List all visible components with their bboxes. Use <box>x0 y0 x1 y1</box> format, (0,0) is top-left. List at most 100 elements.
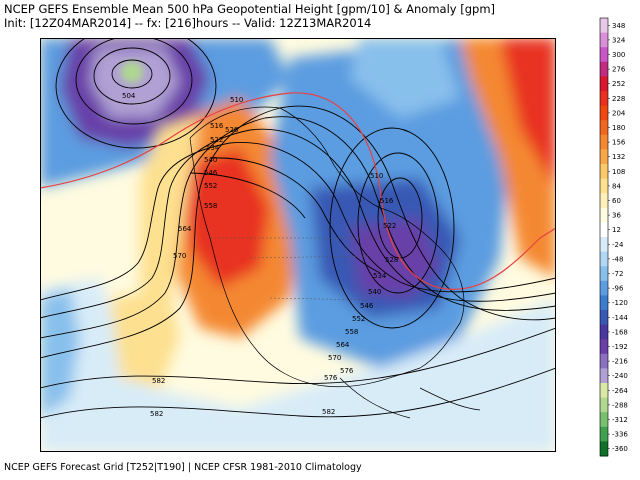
colorbar-tick-label: 300 <box>612 51 625 59</box>
contour-label: 540 <box>204 156 217 164</box>
colorbar-tick-label: 132 <box>612 153 625 161</box>
colorbar-swatch <box>600 222 608 238</box>
colorbar-swatch <box>600 412 608 428</box>
contour-label: 510 <box>370 172 383 180</box>
colorbar-frame <box>599 17 609 457</box>
colorbar-tick-label: -216 <box>612 358 628 366</box>
colorbar-swatch <box>600 324 608 340</box>
colorbar-tick-label: -336 <box>612 431 628 439</box>
colorbar-tick-label: -312 <box>612 416 628 424</box>
colorbar-swatch <box>600 18 608 34</box>
contour-label: 534 <box>373 272 387 280</box>
political-borders <box>210 237 380 301</box>
anomaly-colorbar: 348 324 300 276 252 228 204 180 156 132 108 84 60 36 1… <box>599 17 628 457</box>
colorbar-swatch <box>600 441 608 457</box>
contour-label: 564 <box>178 225 192 233</box>
colorbar-swatch <box>600 149 608 165</box>
contour-label: 582 <box>150 410 163 418</box>
contour-label: 552 <box>352 315 365 323</box>
anomaly-green-low-center <box>121 61 143 83</box>
contour-label: 546 <box>360 302 374 310</box>
colorbar-swatch <box>600 353 608 369</box>
contour-label: 582 <box>152 377 165 385</box>
colorbar-tick-label: 36 <box>612 212 621 220</box>
contour-label: 522 <box>383 222 396 230</box>
colorbar-swatch <box>600 237 608 253</box>
colorbar-swatch <box>600 91 608 107</box>
colorbar-swatch <box>600 280 608 296</box>
colorbar-tick-label: -48 <box>612 255 623 263</box>
colorbar-tick-label: -24 <box>612 241 624 249</box>
coastlines <box>189 106 481 419</box>
colorbar-swatch <box>600 32 608 48</box>
colorbar-tick-label: 156 <box>612 139 626 147</box>
colorbar-swatch <box>600 120 608 136</box>
colorbar-swatch <box>600 178 608 194</box>
contour-label: 576 <box>340 367 354 375</box>
contour-label: 582 <box>322 408 335 416</box>
colorbar-tick-label: -120 <box>612 299 628 307</box>
colorbar-tick-label: 276 <box>612 66 626 74</box>
colorbar-swatch <box>600 397 608 413</box>
colorbar-tick-label: 204 <box>612 109 626 117</box>
colorbar-tick-label: 180 <box>612 124 625 132</box>
colorbar-swatch <box>600 368 608 384</box>
colorbar-swatch <box>600 47 608 63</box>
reference-contour-red <box>40 92 556 290</box>
colorbar-swatch <box>600 310 608 326</box>
chart-title: NCEP GEFS Ensemble Mean 500 hPa Geopoten… <box>4 2 496 16</box>
contour-label: 552 <box>204 182 217 190</box>
contour-label: 528 <box>385 256 398 264</box>
map-frame <box>40 38 556 452</box>
colorbar-swatch <box>600 61 608 77</box>
anomaly-red-ridge <box>180 148 270 288</box>
colorbar-tick-label: -192 <box>612 343 628 351</box>
colorbar-tick-label: -168 <box>612 328 628 336</box>
anomaly-yellow-southwest <box>110 288 180 388</box>
colorbar-tick-label: 228 <box>612 95 625 103</box>
contour-label: 516 <box>210 122 224 130</box>
height-contours <box>40 38 556 419</box>
contour-label: 540 <box>368 288 381 296</box>
colorbar-swatch <box>600 193 608 209</box>
colorbar-swatch <box>600 295 608 311</box>
colorbar-swatch <box>600 383 608 399</box>
colorbar-tick-label: 84 <box>612 182 621 190</box>
contour-label: 510 <box>230 96 243 104</box>
colorbar-tick-label: 12 <box>612 226 621 234</box>
contour-label: 576 <box>324 374 338 382</box>
colorbar-tick-label: 252 <box>612 80 625 88</box>
footer-caption: NCEP GEFS Forecast Grid [T252|T190] | NC… <box>4 462 362 473</box>
contour-label: 534 <box>206 144 220 152</box>
colorbar-tick-label: 348 <box>612 22 625 30</box>
colorbar-tick-label: 60 <box>612 197 621 205</box>
colorbar-tick-label: -264 <box>612 387 628 395</box>
colorbar-swatch <box>600 134 608 150</box>
contour-label: 528 <box>225 126 238 134</box>
colorbar-swatch <box>600 207 608 223</box>
contour-label: 558 <box>204 202 217 210</box>
contour-label: 516 <box>380 197 394 205</box>
contour-label: 558 <box>345 328 358 336</box>
contour-label: 504 <box>122 92 136 100</box>
colorbar-swatch <box>600 76 608 92</box>
colorbar-tick-label: -72 <box>612 270 623 278</box>
chart-subtitle: Init: [12Z04MAR2014] -- fx: [216]hours -… <box>4 16 372 30</box>
colorbar-swatch <box>600 339 608 355</box>
contour-label: 522 <box>210 136 223 144</box>
colorbar-swatch <box>600 266 608 282</box>
contour-labels: 510 516 522 528 534 540 546 552 558 564 … <box>122 92 398 418</box>
colorbar-tick-label: -288 <box>612 401 628 409</box>
contour-label: 570 <box>328 354 341 362</box>
colorbar-swatch <box>600 164 608 180</box>
colorbar-tick-label: -240 <box>612 372 628 380</box>
colorbar-tick-label: 324 <box>612 36 626 44</box>
anomaly-light-blue-west <box>40 278 556 452</box>
contour-label: 564 <box>336 341 350 349</box>
anomaly-red-atlantic <box>500 38 556 188</box>
contour-label: 570 <box>173 252 186 260</box>
anomaly-light-blue-arctic <box>350 38 460 118</box>
contour-label: 546 <box>204 169 218 177</box>
map-panel: 510 516 522 528 534 540 546 552 558 564 … <box>40 38 556 452</box>
colorbar-tick-label: -144 <box>612 314 628 322</box>
